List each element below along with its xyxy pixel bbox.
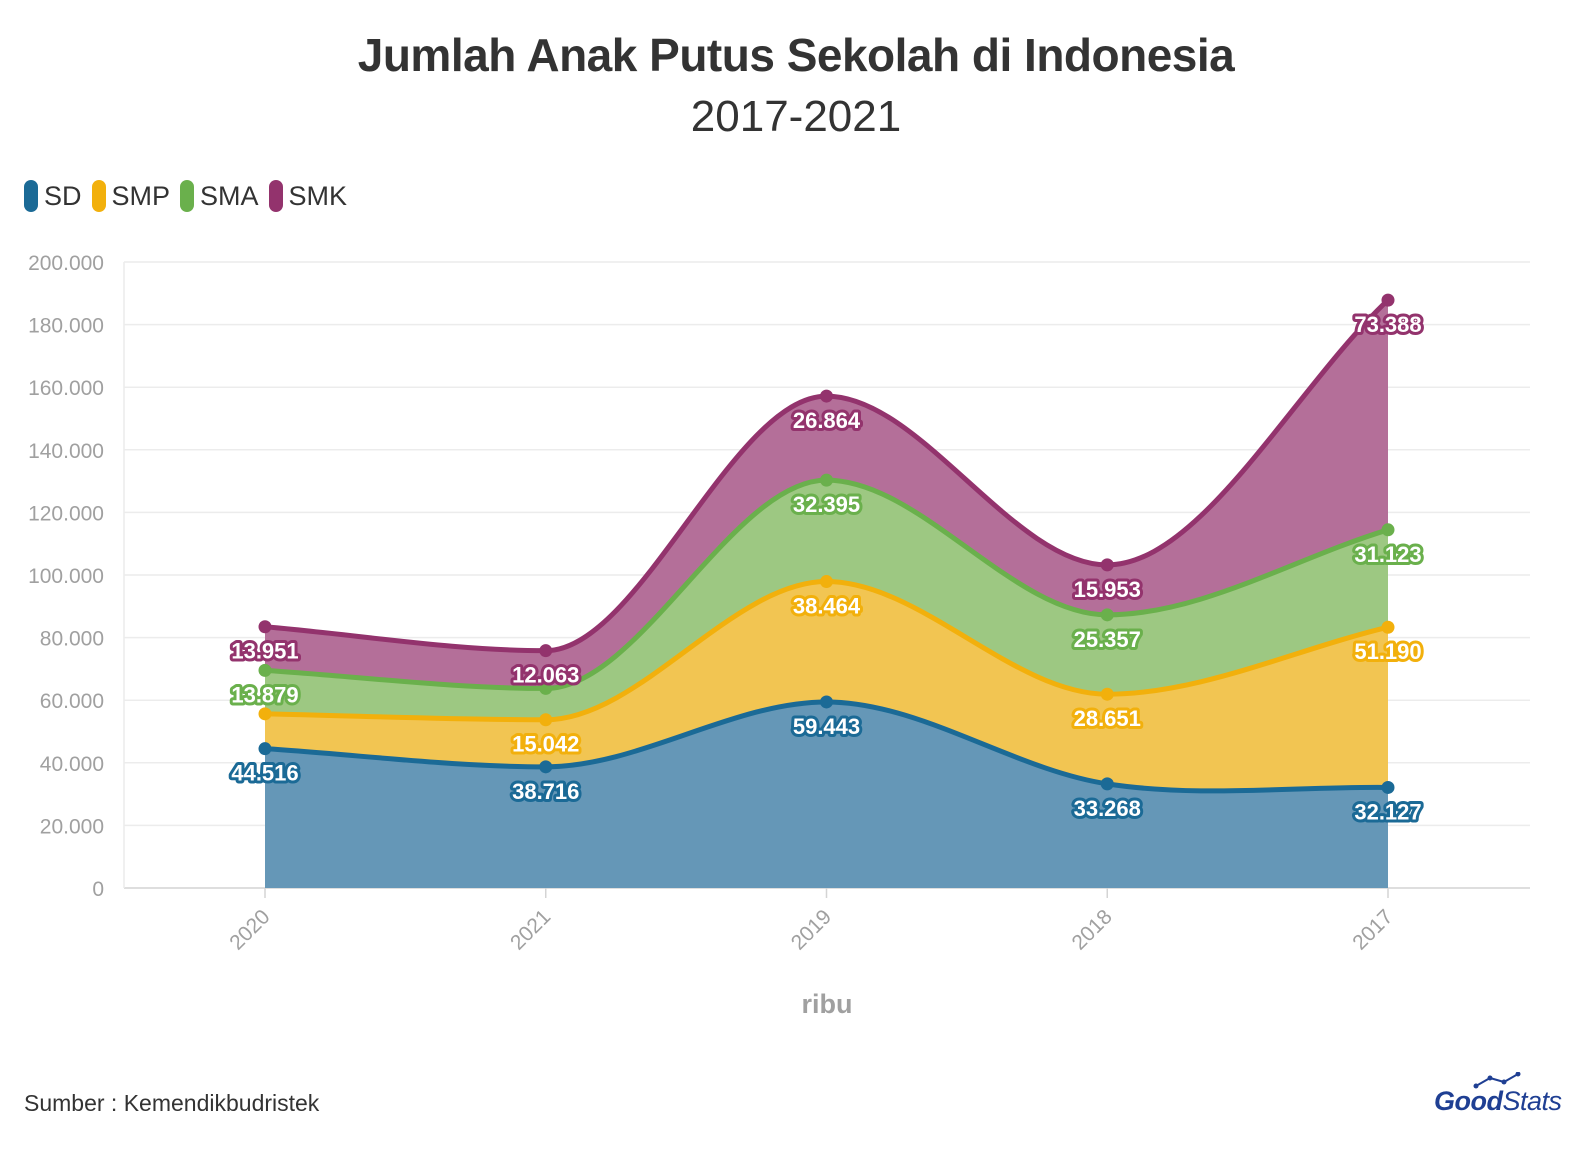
point-smk [1381, 293, 1395, 307]
x-tick-label: 2020 [225, 905, 274, 954]
legend-item-smp[interactable]: SMP [91, 180, 171, 212]
area-sma [265, 480, 1388, 720]
data-label-sd: 33.268 [1074, 796, 1141, 821]
y-tick-label: 180.000 [28, 315, 104, 338]
data-label-sma: 13.879 [231, 682, 298, 707]
area-smk [265, 300, 1388, 689]
data-label-sd: 38.716 [512, 779, 579, 804]
data-label-smk: 15.953 [1074, 577, 1141, 602]
x-axis-title: ribu [802, 989, 853, 1019]
data-label-sma: 31.123 [1354, 542, 1421, 567]
chart-subtitle: 2017-2021 [690, 92, 902, 141]
point-smk [820, 389, 833, 403]
data-label-sma: 32.395 [793, 492, 860, 517]
chart-title: Jumlah Anak Putus Sekolah di Indonesia [357, 29, 1235, 81]
point-sma [820, 473, 833, 487]
data-label-smp: 38.464 [793, 594, 861, 619]
data-label-sd: 59.443 [793, 714, 860, 739]
legend-swatch-sd [24, 180, 38, 212]
logo-stats: Stats [1502, 1086, 1562, 1116]
data-label-smp: 51.190 [1354, 639, 1421, 664]
logo-trend-icon [1473, 1071, 1521, 1089]
y-tick-label: 40.000 [40, 753, 104, 776]
point-smp [1381, 620, 1395, 634]
point-sd [1100, 777, 1114, 791]
legend-item-sd[interactable]: SD [24, 180, 82, 212]
point-smk [539, 644, 553, 658]
y-tick-label: 60.000 [40, 690, 104, 713]
point-smk [1100, 558, 1114, 572]
point-sma [1100, 608, 1114, 622]
point-smp [539, 713, 553, 727]
y-tick-label: 120.000 [28, 502, 104, 525]
logo-good: Good [1434, 1086, 1503, 1116]
legend-label-sma: SMA [200, 180, 259, 211]
point-sma [258, 663, 272, 677]
point-sd [1381, 780, 1395, 794]
data-label-sd: 44.516 [231, 761, 298, 786]
point-sma [1381, 523, 1395, 537]
data-label-sd: 32.127 [1354, 799, 1421, 824]
legend-swatch-sma [180, 180, 195, 212]
point-sd [258, 742, 272, 756]
data-label-smk: 13.951 [231, 639, 298, 664]
point-smp [1100, 687, 1114, 701]
y-tick-label: 80.000 [40, 628, 104, 651]
x-tick-label: 2017 [1348, 905, 1397, 954]
data-label-smk: 26.864 [793, 408, 861, 433]
y-tick-label: 0 [92, 878, 104, 901]
area-smp [265, 581, 1388, 791]
data-label-smp: 28.651 [1074, 706, 1141, 731]
x-tick-label: 2021 [506, 905, 555, 954]
data-label-sma: 25.357 [1074, 627, 1141, 652]
data-label-smp: 15.042 [512, 732, 579, 757]
area-sd [265, 701, 1388, 888]
x-tick-label: 2018 [1067, 905, 1116, 954]
goodstats-logo: GoodStats [1434, 1071, 1574, 1122]
source-note: Sumber : Kemendikbudristek [24, 1090, 320, 1116]
legend-label-smp: SMP [111, 180, 171, 211]
point-smp [258, 707, 272, 721]
data-label-smk: 12.063 [512, 663, 579, 688]
legend-swatch-smk [268, 180, 283, 212]
y-tick-label: 200.000 [28, 252, 104, 275]
data-label-smk: 73.388 [1354, 312, 1421, 337]
y-tick-label: 160.000 [28, 377, 104, 400]
legend: SD SMP SMA SMK [24, 180, 357, 212]
legend-swatch-smp [91, 180, 106, 212]
point-sd [820, 695, 833, 709]
point-smp [820, 575, 833, 589]
legend-item-sma[interactable]: SMA [180, 180, 259, 212]
x-tick-label: 2019 [787, 905, 836, 954]
y-tick-label: 140.000 [28, 440, 104, 463]
legend-label-smk: SMK [288, 180, 348, 211]
logo-text: GoodStats [1434, 1086, 1562, 1117]
legend-item-smk[interactable]: SMK [268, 180, 348, 212]
point-sma [539, 681, 553, 695]
point-smk [258, 620, 272, 634]
legend-label-sd: SD [44, 180, 82, 211]
y-tick-label: 100.000 [28, 565, 104, 588]
point-sd [539, 760, 553, 774]
y-tick-label: 20.000 [40, 815, 104, 838]
